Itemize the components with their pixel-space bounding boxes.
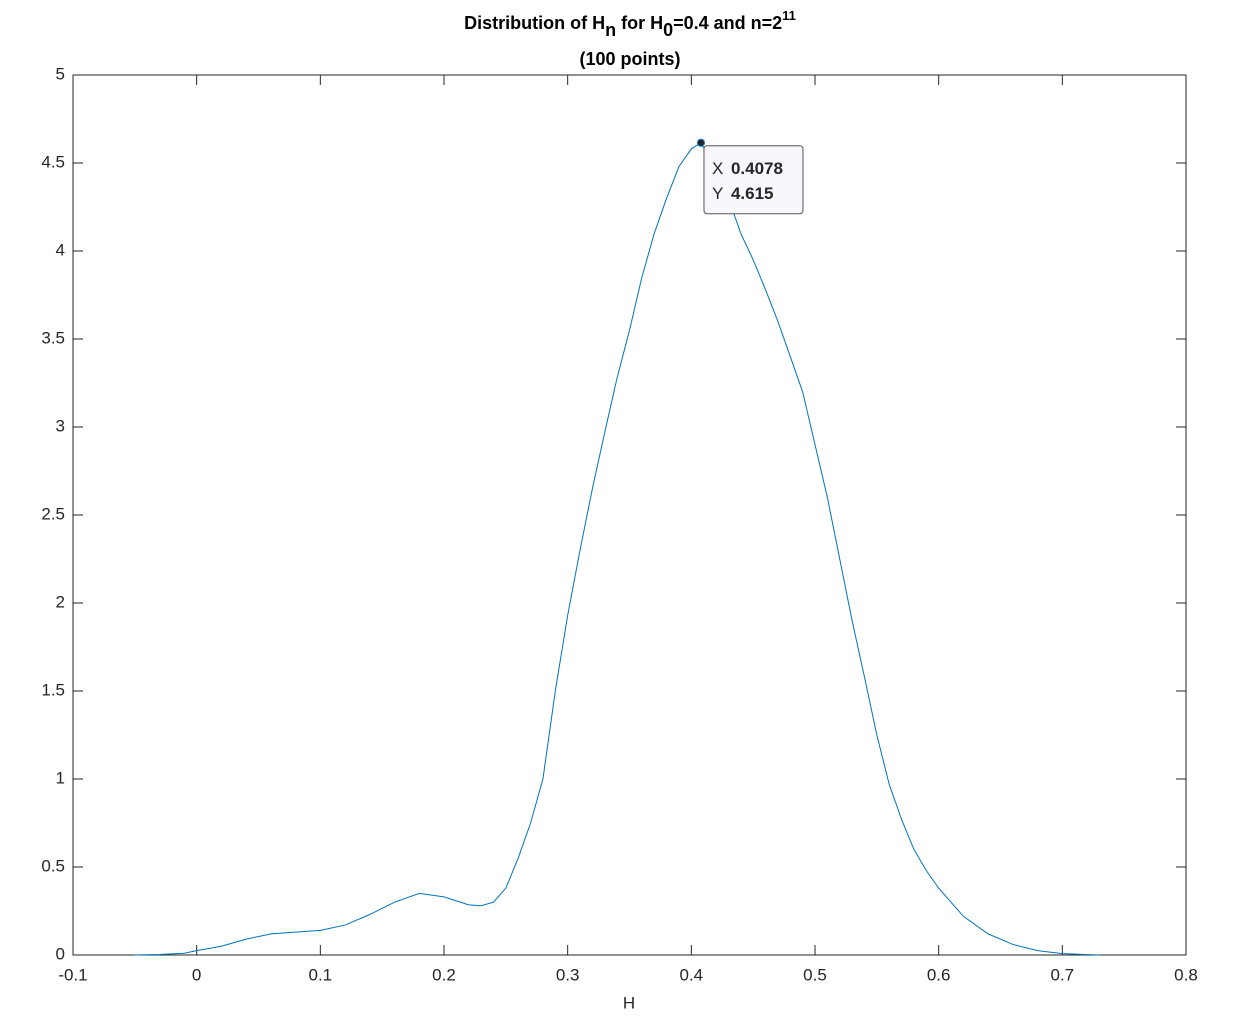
datatip-marker [696,138,705,147]
chart-title: Distribution of Hn for H0=0.4 and n=211 [464,8,796,39]
chart-subtitle: (100 points) [579,49,680,69]
x-tick-label: 0.3 [556,965,580,984]
x-tick-label: 0 [192,965,201,984]
datatip-x-value: 0.4078 [731,159,783,178]
datatip-y-value: 4.615 [731,184,774,203]
y-tick-label: 0.5 [41,856,65,875]
x-tick-label: 0.5 [803,965,827,984]
y-tick-label: 2.5 [41,504,65,523]
x-tick-label: 0.1 [309,965,333,984]
y-tick-label: 1 [56,768,65,787]
y-tick-label: 4 [56,240,65,259]
y-tick-label: 5 [56,64,65,83]
datatip-box [703,145,804,215]
x-tick-label: 0.6 [927,965,951,984]
y-tick-label: 3.5 [41,328,65,347]
title-part: n [605,20,616,40]
y-tick-label: 3 [56,416,65,435]
datatip-y-label: Y [712,184,723,203]
y-tick-label: 0 [56,944,65,963]
title-part: Distribution of H [464,13,605,33]
title-part: for H [616,13,663,33]
x-tick-label: -0.1 [58,965,87,984]
y-tick-label: 1.5 [41,680,65,699]
line [134,142,1100,956]
title-part: 0 [663,20,673,40]
title-part: =0.4 and n=2 [673,13,782,33]
x-tick-label: 0.4 [680,965,704,984]
y-tick-label: 2 [56,592,65,611]
y-tick-label: 4.5 [41,152,65,171]
x-tick-label: 0.8 [1174,965,1198,984]
plot-area [72,74,1187,956]
x-axis-label: H [623,993,635,1012]
datatip-x-label: X [712,159,723,178]
title-part: 11 [782,8,796,23]
x-tick-label: 0.2 [432,965,456,984]
x-tick-label: 0.7 [1051,965,1075,984]
